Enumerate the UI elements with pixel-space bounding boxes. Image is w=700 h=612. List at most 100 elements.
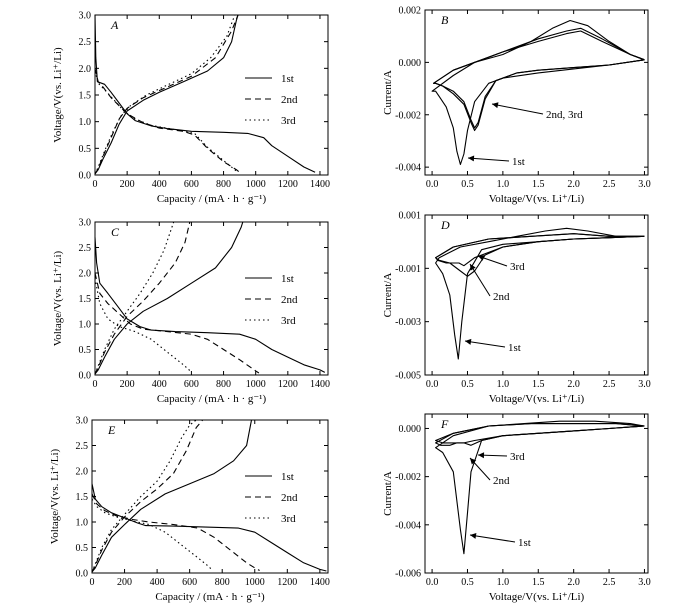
panel-d-annotation-arrowhead [478,255,485,261]
panel-e-series-2nd-discharge [91,493,260,571]
panel-b-annotation-arrowhead [468,155,475,162]
panel-c-ytick-label: 2.5 [79,243,92,254]
panel-b-annotation-arrow [467,157,510,162]
panel-d-series-1st [435,227,645,360]
panel-e-series-3rd-charge [91,419,197,573]
panel-e-xtick-label: 400 [150,577,165,588]
panel-d-ytick-label: -0.003 [395,317,421,328]
panel-f-annotation-arrowhead [470,532,477,539]
panel-c-series-3rd-charge [94,221,175,375]
panel-e-legend-label: 2nd [281,492,298,504]
panel-a-xtick-label: 1400 [310,179,330,190]
panel-e-xlabel: Capacity / (mA · h · g⁻¹) [155,591,265,603]
panel-f-annotation-arrowhead [478,452,485,459]
panel-f-frame [424,413,649,574]
panel-a-legend-label: 1st [281,73,294,85]
panel-f-annotation-arrowhead [470,458,477,465]
panel-b-xtick-label: 1.5 [532,179,545,190]
panel-b-series-3rd [432,30,645,129]
panel-e-ytick-label: 0.5 [76,543,89,554]
panel-e-series-2nd-charge [91,419,204,573]
panel-e-series-1st-charge [91,419,253,573]
panel-f-annotation-label: 3rd [510,451,525,463]
panel-f-series-3rd [435,423,645,446]
panel-a-ytick-label: 2.5 [79,37,92,48]
panel-e-ylabel: Voltage/V(vs. Li⁺/Li) [49,448,61,544]
panel-d-ytick-label: -0.001 [395,264,421,275]
panel-b-xtick-label: 2.5 [603,179,616,190]
panel-a-series-1st-charge [94,14,239,175]
panel-b-ytick-label: -0.004 [395,163,421,174]
panel-a-series-3rd-discharge [94,70,239,173]
panel-d-xtick-label: 1.5 [532,379,545,390]
panel-c-series-1st-discharge [94,237,326,373]
panel-a-letter: A [110,18,119,32]
panel-c-series-2nd-discharge [94,272,260,374]
panel-f-ylabel: Current/A [382,471,394,516]
panel-c-ylabel: Voltage/V(vs. Li⁺/Li) [52,250,64,346]
panel-d-ylabel: Current/A [382,273,394,318]
panel-a-ytick-label: 0.5 [79,144,92,155]
panel-a-xtick-label: 800 [216,179,231,190]
panel-e-ytick-label: 1.0 [76,518,89,529]
panel-c-xtick-label: 600 [184,379,199,390]
panel-f-series-1st [435,420,645,555]
panel-d-xtick-label: 0.0 [426,379,439,390]
panel-c-xtick-label: 1200 [278,379,298,390]
panel-a-series-3rd-charge [94,14,236,175]
panel-f-xtick-label: 2.5 [603,577,616,588]
panel-b-ytick-label: 0.002 [399,6,422,17]
panel-a-ytick-label: 1.0 [79,117,92,128]
panel-a-series-2nd-discharge [94,68,240,173]
panel-a-ytick-label: 1.5 [79,91,92,102]
panel-c-ytick-label: 0.5 [79,345,92,356]
panel-f-xtick-label: 0.5 [461,577,474,588]
panel-a-legend-label: 3rd [281,115,296,127]
panel-a-xtick-label: 400 [152,179,167,190]
panel-d-frame [424,214,649,376]
panel-a-xlabel: Capacity / (mA · h · g⁻¹) [157,193,267,205]
panel-c-ytick-label: 2.0 [79,269,92,280]
panel-d-annotation-label: 2nd [493,291,510,303]
panel-c-ytick-label: 1.5 [79,294,92,305]
panel-e-ytick-label: 0.0 [76,569,89,580]
panel-e-xtick-label: 600 [182,577,197,588]
panel-f-ytick-label: -0.002 [395,472,421,483]
panel-b-xlabel: Voltage/V(vs. Li⁺/Li) [489,193,585,205]
panel-a-legend-label: 2nd [281,94,298,106]
panel-f-letter: F [440,417,449,431]
panel-d-annotation-arrow [464,340,506,348]
panel-c-ytick-label: 0.0 [79,371,92,382]
panel-b-xtick-label: 3.0 [638,179,651,190]
panel-b-series-1st [431,19,645,166]
panel-a-ytick-label: 3.0 [79,11,92,22]
panel-e-legend-label: 3rd [281,513,296,525]
panel-e-xtick-label: 200 [117,577,132,588]
panel-d-ytick-label: 0.001 [399,211,422,222]
panel-f-ytick-label: 0.000 [399,424,422,435]
panel-c-ytick-label: 3.0 [79,218,92,229]
panel-d-series-2nd [435,233,645,267]
panel-e-xtick-label: 1200 [277,577,297,588]
panel-d-ytick-label: -0.005 [395,371,421,382]
panel-d-annotation-arrowhead [465,338,472,345]
panel-a-xtick-label: 0 [93,179,98,190]
panel-f-annotation-label: 2nd [493,475,510,487]
panel-c-legend-label: 1st [281,273,294,285]
panel-d-annotation-arrow [469,263,491,297]
panel-d-annotation-arrowhead [470,264,476,271]
panel-e-xtick-label: 1000 [245,577,265,588]
panel-e-xtick-label: 0 [90,577,95,588]
panel-d-series-3rd [435,233,645,277]
panel-e-ytick-label: 2.0 [76,467,89,478]
panel-b-letter: B [441,13,449,27]
panel-c-series-3rd-discharge [94,277,192,373]
panel-c-ytick-label: 1.0 [79,320,92,331]
panel-c-letter: C [111,225,120,239]
panel-f-ytick-label: -0.004 [395,520,421,531]
panel-d-xtick-label: 0.5 [461,379,474,390]
panel-b-ytick-label: -0.002 [395,110,421,121]
panel-d-xtick-label: 3.0 [638,379,651,390]
panel-d-annotation-label: 1st [508,342,521,354]
panel-c-legend-label: 3rd [281,315,296,327]
